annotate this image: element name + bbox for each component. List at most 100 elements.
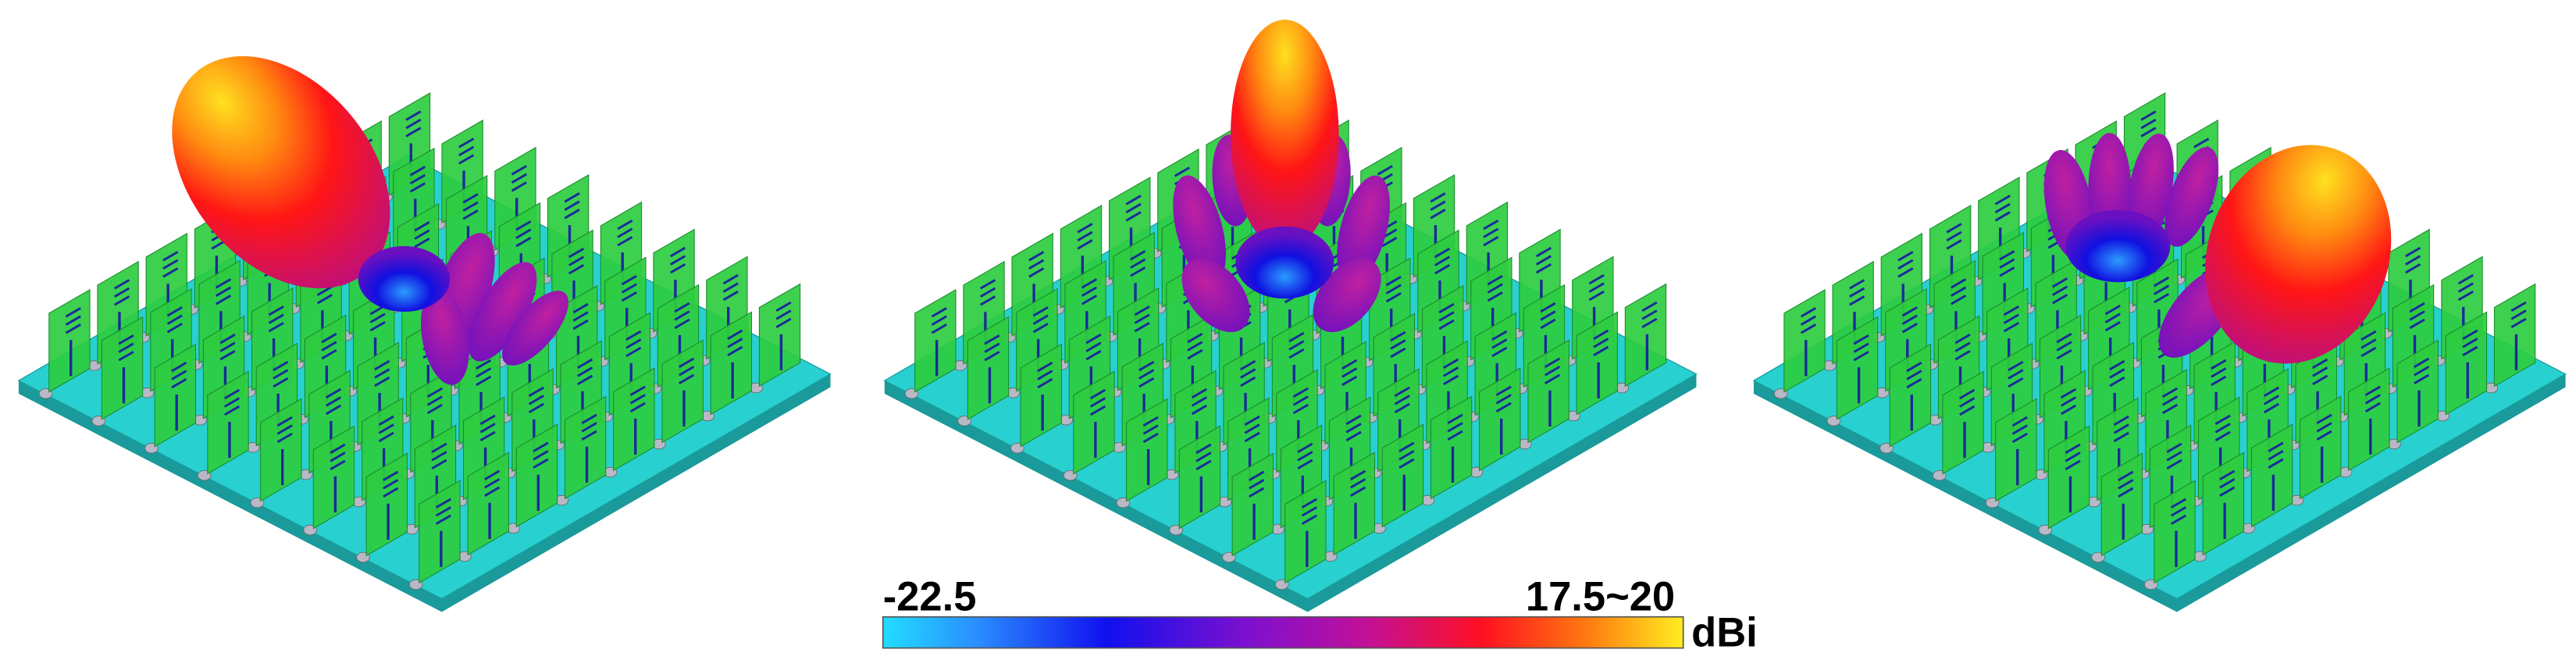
dipole-trace [2109,359,2125,371]
dipole-trace [1544,357,1561,369]
dipole-trace [166,323,183,334]
dipole-trace [378,423,394,434]
main-lobe [2205,145,2392,364]
antenna-fin [1995,398,2037,502]
dipole-trace [2170,506,2187,517]
dipole-trace [321,332,337,344]
dipole-trace [533,441,549,452]
lobe-base [1235,226,1334,299]
dipole-trace [383,487,399,498]
dipole-trace [2360,330,2377,341]
dipole-trace [2211,359,2227,370]
dipole-trace [1800,315,1816,327]
dipole-trace [273,377,289,388]
dipole-trace [1544,373,1561,385]
dipole-trace [2211,375,2227,387]
dipole-trace [1487,274,1503,286]
dipole-trace [1487,291,1503,302]
dipole-trace [2104,305,2121,316]
dipole-trace [1301,506,1317,517]
dipole-trace [1032,306,1049,317]
dipole-trace [431,442,447,454]
dipole-trace [1081,294,1098,305]
dipole-trace [1443,374,1459,386]
dipole-trace [435,498,452,509]
dipole-trace [171,378,187,389]
dipole-trace [1535,255,1552,266]
dipole-trace [479,430,496,442]
dipole-trace [1297,442,1313,454]
dipole-trace [679,366,695,377]
dipole-trace [268,305,284,316]
dipole-trace [405,127,422,137]
dipole-trace [1195,459,1212,471]
dipole-trace [1447,422,1463,433]
antenna-fin [2154,480,2196,584]
dipole-trace [568,255,585,266]
dipole-trace [1032,323,1049,334]
colorbar-min-label: -22.5 [883,573,977,619]
dipole-trace [409,173,426,185]
antenna-fin [2445,311,2488,416]
dipole-trace [1187,341,1203,352]
dipole-trace [775,317,792,329]
dipole-trace [533,458,549,469]
antenna-fin [2202,451,2245,556]
dipole-trace [462,201,479,212]
dipole-trace [1130,250,1146,261]
dipole-trace [1288,331,1305,343]
dipole-trace [1345,430,1362,442]
dipole-trace [1037,378,1053,389]
antenna-fin [154,343,197,448]
dipole-trace [1394,402,1410,414]
dipole-trace [572,302,589,314]
dipole-trace [479,423,496,434]
dipole-trace [1434,248,1451,259]
antenna-fin [2300,395,2342,500]
dipole-trace [316,285,333,296]
dipole-trace [1994,202,2011,214]
dipole-trace [2268,441,2284,452]
dipole-trace [2405,246,2421,258]
dipole-trace [325,396,342,407]
dipole-trace [1028,251,1045,262]
dipole-trace [2118,487,2134,498]
dipole-trace [166,314,183,325]
dipole-trace [65,307,81,318]
dipole-trace [1946,230,1962,242]
dipole-trace [1593,337,1609,348]
dipole-trace [1138,369,1155,380]
dipole-trace [2170,514,2187,525]
antenna-fin [1479,367,1521,472]
dipole-trace [2405,262,2421,274]
dipole-trace [1249,470,1265,482]
dipole-trace [2312,358,2328,369]
dipole-trace [2003,313,2019,324]
dipole-trace [484,486,501,497]
dipole-trace [2510,301,2527,312]
dipole-trace [2161,395,2179,406]
dipole-trace [1906,378,1922,389]
dipole-trace [1240,359,1256,371]
dipole-trace [2113,431,2129,443]
dipole-trace [679,373,695,385]
dipole-trace [722,282,739,293]
dipole-trace [1906,362,1922,373]
antenna-fin [2348,367,2390,472]
dipole-trace [1495,385,1512,397]
antenna-fin [1381,423,1424,528]
antenna-fin [2100,452,2143,557]
dipole-trace [2409,302,2425,313]
dipole-trace [435,514,452,525]
dipole-trace [1037,362,1053,373]
dipole-trace [378,415,394,427]
dipole-trace [1089,397,1106,408]
dipole-trace [1028,267,1045,278]
dipole-trace [984,334,1000,345]
dipole-trace [409,182,426,193]
antenna-fin [1284,480,1327,584]
dipole-trace [383,479,399,490]
dipole-trace [405,110,422,121]
antenna-fin [101,316,144,420]
dipole-trace [1089,388,1106,400]
